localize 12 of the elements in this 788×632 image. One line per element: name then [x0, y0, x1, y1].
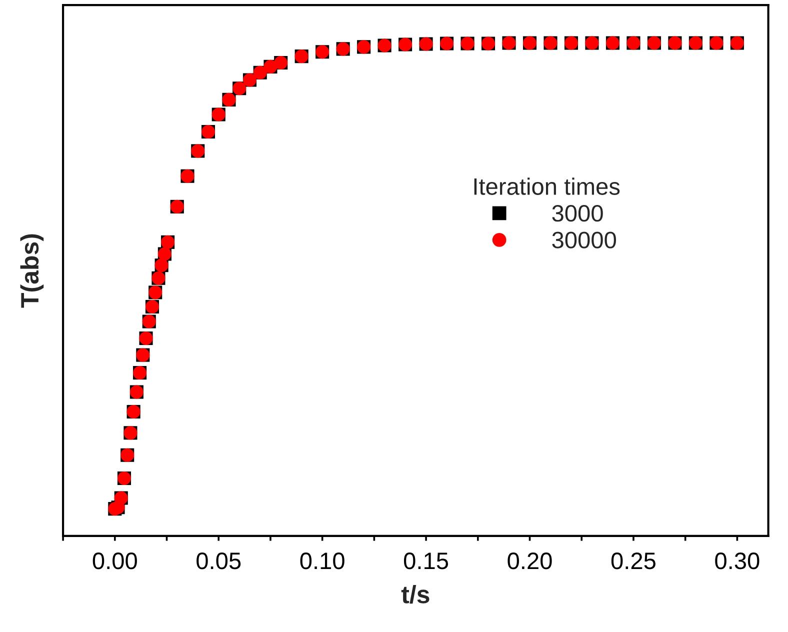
legend-title: Iteration times	[474, 178, 620, 195]
x-tick-label: 0.20	[508, 552, 552, 570]
x-tick-label: 0.05	[196, 552, 241, 570]
x-axis-title: t/s	[401, 585, 430, 604]
legend-label: 3000	[552, 204, 603, 222]
legend-label: 30000	[552, 232, 616, 248]
x-tick-label: 0.00	[92, 552, 137, 570]
y-axis-title: T(abs)	[20, 234, 44, 308]
x-tick-label: 0.25	[611, 552, 656, 570]
x-tick-label: 0.30	[715, 552, 760, 570]
x-tick-label: 0.15	[404, 552, 448, 570]
x-tick-label: 0.10	[300, 552, 344, 570]
